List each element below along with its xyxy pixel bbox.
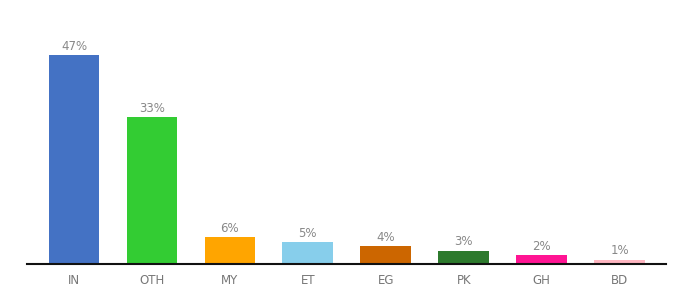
Text: 2%: 2% — [532, 240, 551, 253]
Bar — [360, 246, 411, 264]
Bar — [126, 117, 177, 264]
Text: 6%: 6% — [220, 222, 239, 235]
Bar — [49, 55, 99, 264]
Bar — [205, 237, 255, 264]
Bar — [282, 242, 333, 264]
Text: 5%: 5% — [299, 226, 317, 240]
Bar — [439, 251, 489, 264]
Text: 1%: 1% — [611, 244, 629, 257]
Text: 3%: 3% — [454, 236, 473, 248]
Text: 47%: 47% — [61, 40, 87, 53]
Bar — [594, 260, 645, 264]
Text: 33%: 33% — [139, 102, 165, 115]
Text: 4%: 4% — [377, 231, 395, 244]
Bar — [516, 255, 567, 264]
